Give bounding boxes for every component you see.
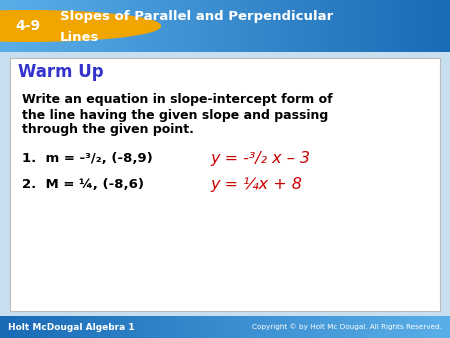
FancyBboxPatch shape [10, 58, 440, 311]
Text: Warm Up: Warm Up [18, 63, 104, 81]
Text: Holt McDougal Algebra 1: Holt McDougal Algebra 1 [8, 322, 135, 332]
Text: 4-9: 4-9 [15, 19, 40, 33]
Text: y = ¼x + 8: y = ¼x + 8 [210, 177, 302, 193]
Text: through the given point.: through the given point. [22, 123, 194, 137]
Text: 2.  M = ¼, (-8,6): 2. M = ¼, (-8,6) [22, 178, 144, 192]
Text: Copyright © by Holt Mc Dougal. All Rights Reserved.: Copyright © by Holt Mc Dougal. All Right… [252, 324, 442, 330]
Text: Lines: Lines [60, 31, 99, 44]
Text: y = -³/₂ x – 3: y = -³/₂ x – 3 [210, 151, 310, 167]
Text: Slopes of Parallel and Perpendicular: Slopes of Parallel and Perpendicular [60, 10, 333, 23]
Text: the line having the given slope and passing: the line having the given slope and pass… [22, 108, 328, 121]
Circle shape [0, 11, 160, 41]
Text: 1.  m = -³/₂, (-8,9): 1. m = -³/₂, (-8,9) [22, 152, 153, 166]
Text: Write an equation in slope-intercept form of: Write an equation in slope-intercept for… [22, 94, 333, 106]
